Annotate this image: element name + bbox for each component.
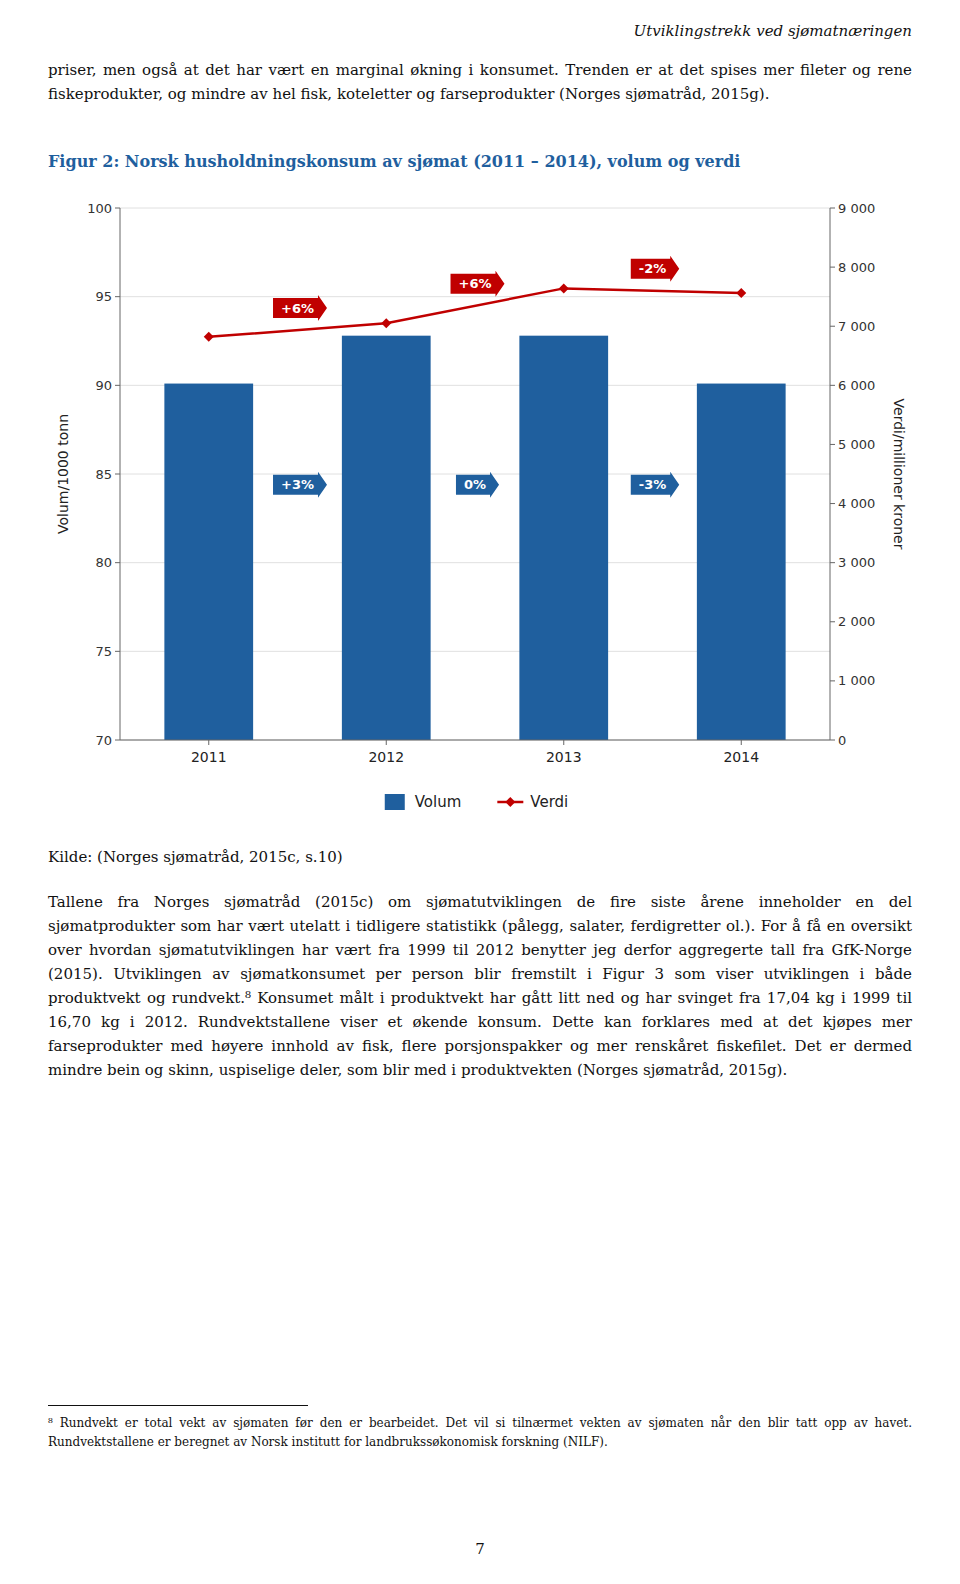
y2-tick-label: 4 000 — [838, 496, 875, 511]
tick-mark — [115, 385, 120, 386]
annotation-badge: +6% — [451, 271, 505, 297]
y2-tick-label: 9 000 — [838, 201, 875, 216]
tick-mark — [830, 740, 835, 741]
y2-tick-label: 0 — [838, 733, 846, 748]
y-tick-label: 85 — [95, 467, 112, 482]
y2-axis-line — [830, 208, 831, 740]
marker — [204, 332, 214, 342]
tick-mark — [830, 444, 835, 445]
x-tick-label: 2013 — [546, 749, 582, 765]
y2-tick-label: 7 000 — [838, 319, 875, 334]
body-text: priser, men også at det har vært en marg… — [48, 58, 912, 106]
tick-mark — [741, 740, 742, 745]
chart: 70 75 80 85 90 95 100 0 1 000 2 000 3 000 4 000 5 00… — [48, 192, 912, 832]
source-text: Kilde: (Norges sjømatråd, 2015c, s.10) — [48, 848, 912, 866]
tick-mark — [830, 208, 835, 209]
annotations: +3% 0% -3% +6% +6% -2% — [273, 256, 679, 498]
grid-line — [120, 740, 830, 741]
tick-mark — [830, 680, 835, 681]
tick-mark — [115, 651, 120, 652]
legend-label: Verdi — [530, 793, 568, 811]
annotation-badge: 0% — [456, 472, 499, 498]
legend-swatch — [505, 797, 515, 807]
annotation-label: +6% — [459, 276, 492, 291]
page-number: 7 — [48, 1540, 912, 1558]
marker — [736, 288, 746, 298]
page-header: Utviklingstrekk ved sjømatnæringen — [48, 22, 912, 40]
plot-marks — [164, 283, 785, 740]
tick-mark — [115, 474, 120, 475]
tick-mark — [115, 296, 120, 297]
tick-mark — [830, 562, 835, 563]
annotation-label: -2% — [639, 261, 666, 276]
y2-tick-label: 6 000 — [838, 378, 875, 393]
line — [209, 288, 742, 336]
y-tick-label: 100 — [87, 201, 112, 216]
marker — [559, 283, 569, 293]
x-tick-label: 2011 — [191, 749, 227, 765]
y2-tick-label: 5 000 — [838, 437, 875, 452]
y2-tick-label: 2 000 — [838, 614, 875, 629]
annotation-arrow — [631, 472, 679, 498]
bar — [164, 384, 253, 740]
footnote-separator — [48, 1405, 308, 1406]
annotation-arrow — [273, 295, 327, 321]
y-tick-label: 75 — [95, 644, 112, 659]
legend-item: Verdi — [497, 793, 568, 811]
annotation-label: 0% — [464, 477, 486, 492]
annotation-arrow — [451, 271, 505, 297]
y-axis-label: Volum/1000 tonn — [55, 414, 71, 534]
x-tick-label: 2014 — [723, 749, 759, 765]
annotation-arrow — [456, 472, 499, 498]
y2-tick-label: 1 000 — [838, 673, 875, 688]
grid-line — [120, 208, 830, 209]
annotation-label: +6% — [281, 301, 314, 316]
chart-svg: 70 75 80 85 90 95 100 0 1 000 2 000 3 000 4 000 5 00… — [48, 192, 912, 832]
annotation-arrow — [631, 256, 679, 282]
legend-label: Volum — [415, 793, 462, 811]
tick-mark — [115, 208, 120, 209]
annotation-arrow — [273, 472, 327, 498]
annotation-label: +3% — [281, 477, 314, 492]
annotation-label: -3% — [639, 477, 666, 492]
bar — [342, 336, 431, 740]
tick-mark — [386, 740, 387, 745]
y-tick-label: 70 — [95, 733, 112, 748]
legend: Volum Verdi — [385, 793, 568, 811]
annotation-badge: -3% — [631, 472, 679, 498]
body-text: Tallene fra Norges sjømatråd (2015c) om … — [48, 890, 912, 1082]
y-tick-label: 95 — [95, 289, 112, 304]
annotation-badge: -2% — [631, 256, 679, 282]
tick-mark — [830, 621, 835, 622]
grid-line — [120, 296, 830, 297]
x-tick-label: 2012 — [368, 749, 404, 765]
tick-mark — [830, 326, 835, 327]
marker — [381, 318, 391, 328]
y-tick-label: 80 — [95, 555, 112, 570]
bar — [697, 384, 786, 740]
tick-mark — [830, 503, 835, 504]
tick-mark — [208, 740, 209, 745]
tick-mark — [563, 740, 564, 745]
x-axis-line — [120, 740, 830, 741]
tick-mark — [830, 267, 835, 268]
tick-mark — [830, 385, 835, 386]
bar — [519, 336, 608, 740]
y-axis-line — [120, 208, 121, 740]
tick-mark — [115, 740, 120, 741]
y2-tick-label: 8 000 — [838, 260, 875, 275]
y2-axis-label: Verdi/millioner kroner — [891, 399, 907, 550]
footnote: ⁸ Rundvekt er total vekt av sjømaten før… — [48, 1414, 912, 1451]
annotation-badge: +6% — [273, 295, 327, 321]
legend-swatch — [385, 794, 405, 810]
chart-title: Figur 2: Norsk husholdningskonsum av sjø… — [48, 152, 912, 171]
legend-item: Volum — [385, 793, 462, 811]
annotation-badge: +3% — [273, 472, 327, 498]
y-tick-label: 90 — [95, 378, 112, 393]
y2-tick-label: 3 000 — [838, 555, 875, 570]
tick-mark — [115, 562, 120, 563]
